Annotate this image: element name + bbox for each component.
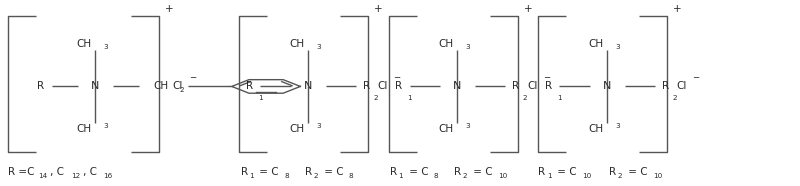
Text: = C: = C bbox=[625, 167, 647, 177]
Text: CH: CH bbox=[76, 124, 91, 134]
Text: 8: 8 bbox=[434, 173, 438, 179]
Text: 1: 1 bbox=[250, 173, 254, 179]
Text: CH: CH bbox=[290, 39, 304, 49]
Text: 3: 3 bbox=[466, 123, 470, 129]
Text: 3: 3 bbox=[316, 44, 321, 50]
Text: 2: 2 bbox=[374, 95, 378, 101]
Text: 3: 3 bbox=[103, 44, 108, 50]
Text: 10: 10 bbox=[653, 173, 662, 179]
Text: , C: , C bbox=[50, 167, 64, 177]
Text: = C: = C bbox=[554, 167, 577, 177]
Text: 8: 8 bbox=[349, 173, 354, 179]
Text: +: + bbox=[165, 4, 174, 14]
Text: +: + bbox=[523, 4, 532, 14]
Text: = C: = C bbox=[321, 167, 344, 177]
Text: CH: CH bbox=[290, 124, 304, 134]
Text: 1: 1 bbox=[546, 173, 551, 179]
Text: CH: CH bbox=[76, 39, 91, 49]
Text: Cl: Cl bbox=[527, 81, 538, 92]
Text: R: R bbox=[513, 81, 519, 92]
Text: N: N bbox=[603, 81, 611, 92]
Text: 2: 2 bbox=[463, 173, 468, 179]
Text: R: R bbox=[662, 81, 670, 92]
Text: 3: 3 bbox=[316, 123, 321, 129]
Text: 8: 8 bbox=[285, 173, 289, 179]
Text: Cl: Cl bbox=[677, 81, 687, 92]
Text: , C: , C bbox=[82, 167, 97, 177]
Text: −: − bbox=[693, 72, 700, 81]
Text: R: R bbox=[363, 81, 370, 92]
Text: 10: 10 bbox=[582, 173, 591, 179]
Text: R: R bbox=[305, 167, 312, 177]
Text: 2: 2 bbox=[673, 95, 678, 101]
Text: −: − bbox=[543, 72, 550, 81]
Text: R: R bbox=[246, 81, 254, 92]
Text: = C: = C bbox=[406, 167, 428, 177]
Text: +: + bbox=[374, 4, 382, 14]
Text: 2: 2 bbox=[179, 87, 184, 93]
Text: CH: CH bbox=[438, 39, 454, 49]
Text: +: + bbox=[673, 4, 682, 14]
Text: 3: 3 bbox=[103, 123, 108, 129]
Text: −: − bbox=[189, 72, 196, 81]
Text: Cl: Cl bbox=[173, 81, 183, 92]
Text: 3: 3 bbox=[466, 44, 470, 50]
Text: 2: 2 bbox=[314, 173, 318, 179]
Text: 1: 1 bbox=[407, 95, 412, 101]
Text: −: − bbox=[394, 72, 401, 81]
Text: R =C: R =C bbox=[8, 167, 34, 177]
Text: R: R bbox=[454, 167, 462, 177]
Text: CH: CH bbox=[588, 124, 603, 134]
Text: 12: 12 bbox=[70, 173, 80, 179]
Text: = C: = C bbox=[470, 167, 493, 177]
Text: Cl: Cl bbox=[378, 81, 388, 92]
Text: 3: 3 bbox=[615, 44, 620, 50]
Text: 16: 16 bbox=[103, 173, 113, 179]
Text: N: N bbox=[454, 81, 462, 92]
Text: R: R bbox=[37, 81, 44, 92]
Text: 1: 1 bbox=[398, 173, 403, 179]
Text: R: R bbox=[545, 81, 552, 92]
Text: 10: 10 bbox=[498, 173, 507, 179]
Text: R: R bbox=[609, 167, 616, 177]
Text: CH: CH bbox=[438, 124, 454, 134]
Text: 2: 2 bbox=[618, 173, 622, 179]
Text: R: R bbox=[395, 81, 402, 92]
Text: 1: 1 bbox=[258, 95, 262, 101]
Text: R: R bbox=[538, 167, 545, 177]
Text: 3: 3 bbox=[615, 123, 620, 129]
Text: N: N bbox=[304, 81, 313, 92]
Text: CH: CH bbox=[588, 39, 603, 49]
Text: CH: CH bbox=[154, 81, 169, 92]
Text: R: R bbox=[390, 167, 397, 177]
Text: N: N bbox=[91, 81, 100, 92]
Text: 14: 14 bbox=[38, 173, 47, 179]
Text: 1: 1 bbox=[557, 95, 562, 101]
Text: = C: = C bbox=[257, 167, 279, 177]
Text: R: R bbox=[241, 167, 248, 177]
Text: 2: 2 bbox=[522, 95, 527, 101]
